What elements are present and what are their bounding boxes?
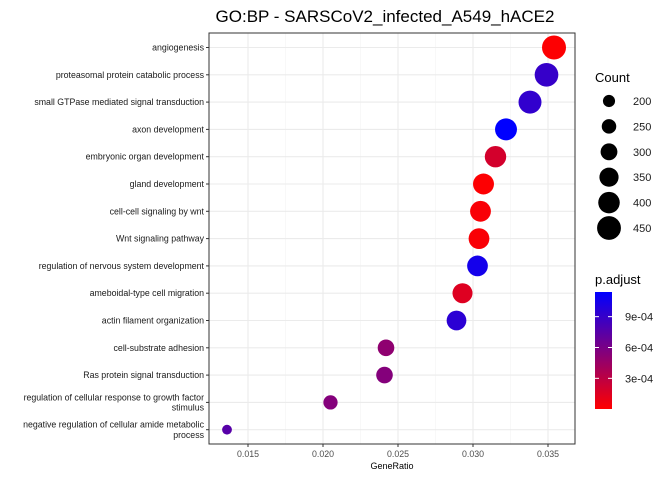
count-legend: Count 200 250 300 350 400 450 [595, 70, 651, 240]
data-point [542, 35, 566, 60]
count-legend-dot [600, 143, 618, 161]
y-tick-label: regulation of nervous system development [39, 261, 205, 271]
x-tick-label: 0.020 [312, 449, 334, 459]
padjust-colorbar [595, 292, 612, 409]
data-point [376, 366, 393, 384]
count-legend-label: 250 [633, 121, 651, 133]
y-tick-label: process [173, 430, 204, 440]
data-point [377, 339, 395, 357]
data-point [484, 145, 507, 168]
count-legend-items: 200 250 300 350 400 450 [597, 94, 651, 240]
x-tick-label: 0.035 [537, 449, 559, 459]
y-tick-label: ameboidal-type cell migration [90, 288, 205, 298]
data-point [323, 395, 338, 410]
y-tick-label: gland development [130, 179, 205, 189]
y-tick-label: regulation of cellular response to growt… [24, 392, 205, 402]
y-tick-label: actin filament organization [102, 316, 204, 326]
count-legend-title: Count [595, 70, 630, 85]
chart-title: GO:BP - SARSCoV2_infected_A549_hACE2 [216, 7, 555, 26]
padjust-legend-ticks: 3e-04 6e-04 9e-04 [595, 312, 653, 385]
data-point [534, 62, 559, 87]
count-legend-label: 350 [633, 172, 651, 184]
count-legend-dot [601, 119, 617, 134]
count-legend-dot [602, 94, 616, 108]
count-legend-dot [598, 191, 620, 214]
count-legend-label: 450 [633, 223, 651, 235]
data-point [452, 283, 473, 304]
count-legend-dot [599, 167, 619, 187]
y-tick-labels: angiogenesis proteasomal protein cataboli… [23, 43, 209, 440]
data-point [470, 200, 491, 222]
y-tick-label: axon development [132, 124, 204, 134]
x-tick-label: 0.025 [387, 449, 409, 459]
y-tick-label: proteasomal protein catabolic process [56, 70, 205, 80]
count-legend-label: 400 [633, 198, 651, 210]
data-point [446, 310, 467, 331]
x-tick-labels: 0.015 0.020 0.025 0.030 0.035 [237, 444, 559, 459]
data-point [222, 424, 232, 435]
data-point [468, 228, 490, 249]
y-tick-label: small GTPase mediated signal transductio… [34, 97, 204, 107]
count-legend-dot [597, 216, 621, 240]
y-tick-label: cell-cell signaling by wnt [110, 206, 205, 216]
y-tick-label: stimulus [172, 403, 205, 413]
count-legend-label: 300 [633, 147, 651, 159]
y-tick-label: negative regulation of cellular amide me… [23, 420, 205, 430]
padjust-tick-label: 3e-04 [625, 373, 653, 385]
data-point [467, 255, 488, 277]
data-point [495, 118, 517, 141]
x-axis-title: GeneRatio [370, 461, 413, 471]
data-point [518, 90, 542, 114]
padjust-legend-title: p.adjust [595, 272, 641, 287]
padjust-legend: p.adjust 3e-04 6e-04 9e-04 [595, 272, 653, 409]
x-tick-label: 0.030 [462, 449, 484, 459]
padjust-tick-label: 9e-04 [625, 312, 653, 324]
data-point [473, 173, 494, 195]
padjust-tick-label: 6e-04 [625, 342, 653, 354]
count-legend-label: 200 [633, 96, 651, 108]
y-tick-label: angiogenesis [152, 43, 204, 53]
x-tick-label: 0.015 [237, 449, 259, 459]
y-tick-label: Ras protein signal transduction [83, 370, 204, 380]
y-tick-label: embryonic organ development [86, 152, 205, 162]
y-tick-label: cell-substrate adhesion [114, 343, 205, 353]
y-tick-label: Wnt signaling pathway [116, 234, 205, 244]
data-points [222, 35, 566, 435]
